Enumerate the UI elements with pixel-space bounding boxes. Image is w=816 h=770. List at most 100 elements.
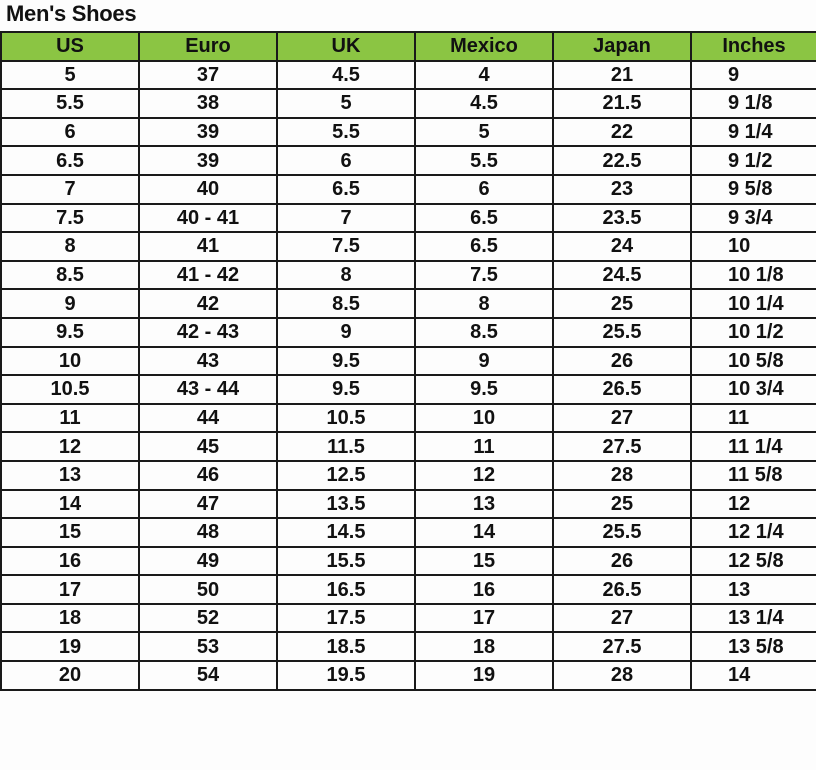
table-row: 13 46 12.5 12 28 11 5/8	[0, 459, 816, 491]
cell-us: 13	[0, 459, 140, 491]
cell-us: 16	[0, 545, 140, 577]
table-row: 8.5 41 - 42 8 7.5 24.5 10 1/8	[0, 259, 816, 291]
cell-inches: 10	[690, 231, 816, 262]
cell-uk: 5.5	[276, 116, 416, 148]
cell-euro: 43 - 44	[138, 374, 278, 405]
cell-mexico: 4	[414, 59, 554, 91]
cell-uk: 4.5	[276, 59, 416, 91]
table-row: 14 47 13.5 13 25 12	[0, 488, 816, 520]
cell-us: 15	[0, 517, 140, 548]
cell-inches: 12 1/4	[690, 517, 816, 548]
cell-euro: 44	[138, 402, 278, 434]
cell-inches: 14	[690, 660, 816, 691]
cell-mexico: 12	[414, 459, 554, 491]
cell-mexico: 15	[414, 545, 554, 577]
cell-inches: 9 1/2	[690, 145, 816, 176]
cell-mexico: 16	[414, 574, 554, 605]
table-row: 5.5 38 5 4.5 21.5 9 1/8	[0, 88, 816, 119]
cell-mexico: 19	[414, 660, 554, 691]
cell-japan: 26	[552, 345, 692, 377]
table-row: 17 50 16.5 16 26.5 13	[0, 574, 816, 605]
table-row: 19 53 18.5 18 27.5 13 5/8	[0, 631, 816, 663]
cell-mexico: 10	[414, 402, 554, 434]
cell-mexico: 6.5	[414, 231, 554, 262]
cell-japan: 27.5	[552, 631, 692, 663]
cell-euro: 39	[138, 145, 278, 176]
cell-japan: 26.5	[552, 574, 692, 605]
cell-mexico: 18	[414, 631, 554, 663]
table-row: 10 43 9.5 9 26 10 5/8	[0, 345, 816, 377]
cell-uk: 14.5	[276, 517, 416, 548]
cell-euro: 41	[138, 231, 278, 262]
cell-japan: 27	[552, 402, 692, 434]
cell-uk: 8	[276, 259, 416, 291]
cell-uk: 13.5	[276, 488, 416, 520]
cell-uk: 6	[276, 145, 416, 176]
table-row: 7.5 40 - 41 7 6.5 23.5 9 3/4	[0, 202, 816, 234]
column-header-inches: Inches	[690, 31, 816, 62]
cell-japan: 25	[552, 288, 692, 319]
table-row: 7 40 6.5 6 23 9 5/8	[0, 173, 816, 205]
cell-uk: 12.5	[276, 459, 416, 491]
cell-inches: 9 1/8	[690, 88, 816, 119]
cell-inches: 9	[690, 59, 816, 91]
cell-uk: 6.5	[276, 173, 416, 205]
table-header-row: US Euro UK Mexico Japan Inches	[0, 31, 816, 62]
cell-japan: 22	[552, 116, 692, 148]
cell-us: 9	[0, 288, 140, 319]
cell-inches: 9 5/8	[690, 173, 816, 205]
table-row: 9.5 42 - 43 9 8.5 25.5 10 1/2	[0, 316, 816, 348]
column-header-us: US	[0, 31, 140, 62]
cell-mexico: 13	[414, 488, 554, 520]
cell-euro: 37	[138, 59, 278, 91]
cell-uk: 10.5	[276, 402, 416, 434]
cell-us: 17	[0, 574, 140, 605]
table-row: 8 41 7.5 6.5 24 10	[0, 231, 816, 262]
cell-us: 19	[0, 631, 140, 663]
table-row: 15 48 14.5 14 25.5 12 1/4	[0, 517, 816, 548]
cell-euro: 42	[138, 288, 278, 319]
cell-uk: 5	[276, 88, 416, 119]
column-header-euro: Euro	[138, 31, 278, 62]
cell-us: 8.5	[0, 259, 140, 291]
cell-uk: 19.5	[276, 660, 416, 691]
cell-japan: 28	[552, 459, 692, 491]
cell-uk: 17.5	[276, 602, 416, 634]
table-row: 16 49 15.5 15 26 12 5/8	[0, 545, 816, 577]
cell-inches: 10 1/8	[690, 259, 816, 291]
cell-inches: 9 1/4	[690, 116, 816, 148]
cell-euro: 39	[138, 116, 278, 148]
cell-euro: 52	[138, 602, 278, 634]
cell-inches: 11 5/8	[690, 459, 816, 491]
cell-us: 10	[0, 345, 140, 377]
cell-japan: 21.5	[552, 88, 692, 119]
cell-us: 11	[0, 402, 140, 434]
cell-euro: 48	[138, 517, 278, 548]
cell-mexico: 17	[414, 602, 554, 634]
cell-us: 8	[0, 231, 140, 262]
cell-euro: 40 - 41	[138, 202, 278, 234]
cell-mexico: 8.5	[414, 316, 554, 348]
cell-mexico: 5	[414, 116, 554, 148]
cell-mexico: 7.5	[414, 259, 554, 291]
cell-mexico: 5.5	[414, 145, 554, 176]
cell-mexico: 9	[414, 345, 554, 377]
cell-euro: 40	[138, 173, 278, 205]
cell-uk: 9.5	[276, 345, 416, 377]
cell-us: 18	[0, 602, 140, 634]
size-chart-table: US Euro UK Mexico Japan Inches 5 37 4.5 4 21 9 5.5 3…	[0, 31, 816, 691]
cell-japan: 22.5	[552, 145, 692, 176]
cell-euro: 54	[138, 660, 278, 691]
cell-us: 10.5	[0, 374, 140, 405]
cell-inches: 10 5/8	[690, 345, 816, 377]
cell-us: 5.5	[0, 88, 140, 119]
cell-japan: 24.5	[552, 259, 692, 291]
cell-japan: 27.5	[552, 431, 692, 462]
cell-japan: 25	[552, 488, 692, 520]
cell-mexico: 11	[414, 431, 554, 462]
table-row: 12 45 11.5 11 27.5 11 1/4	[0, 431, 816, 462]
cell-inches: 10 1/2	[690, 316, 816, 348]
page-title: Men's Shoes	[6, 1, 137, 26]
cell-us: 14	[0, 488, 140, 520]
cell-euro: 53	[138, 631, 278, 663]
